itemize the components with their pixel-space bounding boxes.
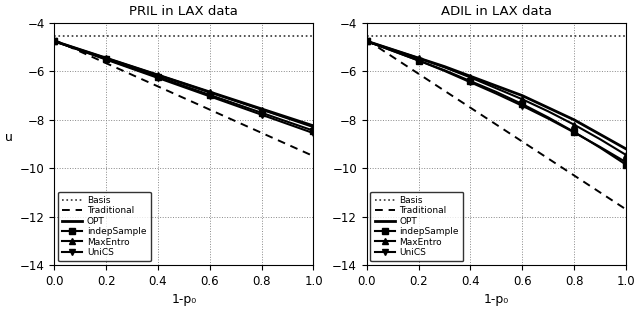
- X-axis label: 1-p₀: 1-p₀: [484, 293, 509, 306]
- Legend: Basis, Traditional, OPT, indepSample, MaxEntro, UniCS: Basis, Traditional, OPT, indepSample, Ma…: [58, 192, 151, 261]
- X-axis label: 1-p₀: 1-p₀: [172, 293, 196, 306]
- Legend: Basis, Traditional, OPT, indepSample, MaxEntro, UniCS: Basis, Traditional, OPT, indepSample, Ma…: [371, 192, 463, 261]
- Title: PRIL in LAX data: PRIL in LAX data: [129, 5, 238, 18]
- Y-axis label: u: u: [4, 131, 13, 144]
- Title: ADIL in LAX data: ADIL in LAX data: [441, 5, 552, 18]
